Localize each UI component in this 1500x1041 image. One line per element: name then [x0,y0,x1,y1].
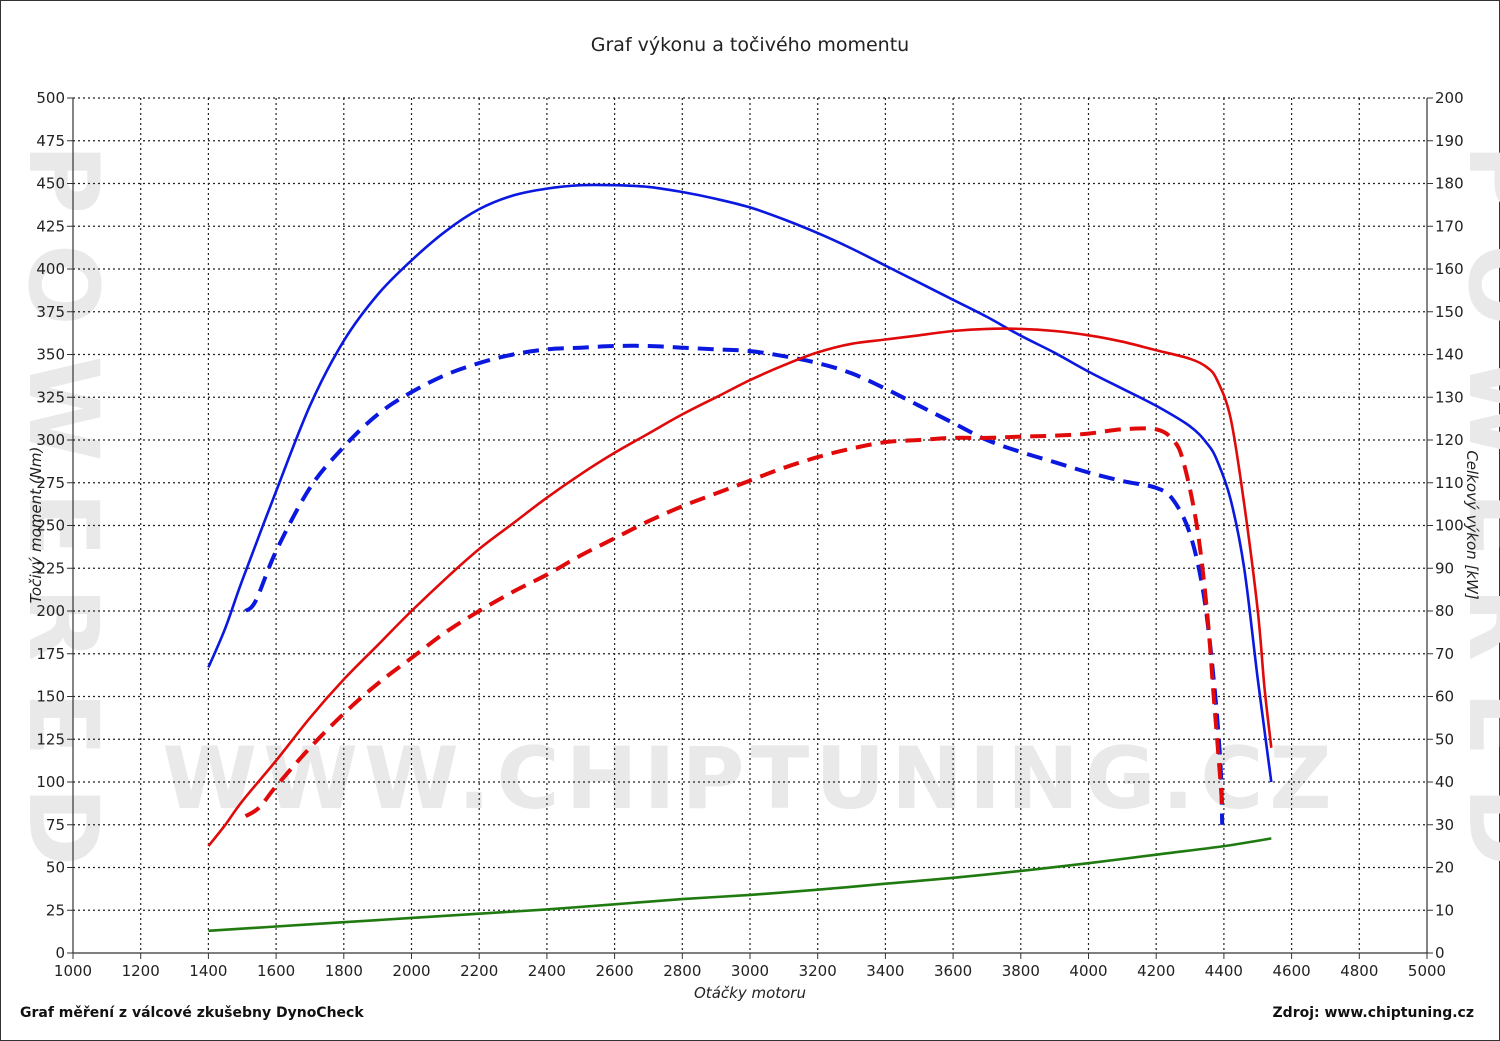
y-right-tick-label: 130 [1435,388,1464,406]
y-left-tick-label: 425 [36,217,65,235]
x-tick-label: 2400 [528,962,566,980]
series-line-3 [244,426,1225,818]
y-right-tick-label: 100 [1435,517,1464,535]
y-left-tick-label: 375 [36,303,65,321]
y-left-tick-label: 200 [36,602,65,620]
chart-title: Graf výkonu a točivého momentu [590,34,910,56]
x-tick-label: 2600 [596,962,634,980]
y-right-tick-label: 120 [1435,431,1464,449]
series-line-0 [207,183,1273,783]
y-left-tick-label: 25 [46,901,65,919]
watermark-side-left: POWERED [7,144,119,897]
x-tick-label: 2200 [460,962,498,980]
x-tick-label: 2800 [663,962,701,980]
y-right-tick-label: 180 [1435,175,1464,193]
y-right-tick-label: 20 [1435,859,1454,877]
x-tick-label: 3400 [866,962,904,980]
y-left-tick-label: 275 [36,474,65,492]
y-right-tick-label: 190 [1435,132,1464,150]
y-right-tick-label: 40 [1435,773,1454,791]
x-axis-label: Otáčky motoru [694,984,806,1002]
x-tick-label: 4400 [1205,962,1243,980]
footer-source-url: Zdroj: www.chiptuning.cz [1272,1005,1474,1021]
y-left-tick-label: 50 [46,859,65,877]
y-left-tick-label: 325 [36,388,65,406]
x-tick-label: 2000 [392,962,430,980]
y-left-tick-label: 250 [36,517,65,535]
y-right-tick-label: 50 [1435,730,1454,748]
x-tick-label: 3600 [934,962,972,980]
y-left-tick-label: 300 [36,431,65,449]
y-left-tick-label: 0 [55,944,65,962]
footer-source-note: Graf měření z válcové zkušebny DynoCheck [20,1005,364,1021]
y-right-tick-label: 60 [1435,688,1454,706]
y-right-tick-label: 140 [1435,346,1464,364]
y-left-tick-label: 350 [36,346,65,364]
tick-labels: 1000 1200 1400 1600 1800 2000 2200 2400 2600 2800… [36,89,1463,980]
y-left-tick-label: 450 [36,175,65,193]
y-left-tick-label: 150 [36,688,65,706]
x-tick-label: 4600 [1273,962,1311,980]
x-tick-label: 5000 [1408,962,1446,980]
y-right-tick-label: 170 [1435,217,1464,235]
series-line-1 [244,343,1225,825]
y-right-tick-label: 200 [1435,89,1464,107]
y-right-tick-label: 150 [1435,303,1464,321]
y-left-tick-label: 225 [36,559,65,577]
watermark-side-right: POWERED [1447,144,1500,897]
y-left-tick-label: 125 [36,730,65,748]
y-right-tick-label: 110 [1435,474,1464,492]
grid [73,97,1427,953]
x-tick-label: 4000 [1069,962,1107,980]
x-tick-label: 1800 [325,962,363,980]
y-right-tick-label: 10 [1435,901,1454,919]
y-left-tick-label: 175 [36,645,65,663]
y-right-tick-label: 90 [1435,559,1454,577]
watermark: WWW.CHIPTUNING.CZ POWERED POWERED [7,144,1500,897]
y-left-tick-label: 100 [36,773,65,791]
y-right-tick-label: 70 [1435,645,1454,663]
x-tick-label: 1200 [122,962,160,980]
y-right-tick-label: 30 [1435,816,1454,834]
x-tick-label: 3200 [799,962,837,980]
axes [67,97,1433,959]
x-tick-label: 1000 [54,962,92,980]
y-right-axis-label: Celkový výkon [kW] [1463,450,1481,600]
x-tick-label: 4200 [1137,962,1175,980]
y-right-tick-label: 160 [1435,260,1464,278]
y-left-tick-label: 75 [46,816,65,834]
series-group [207,183,1273,933]
y-right-tick-label: 0 [1435,944,1445,962]
x-tick-label: 3800 [1002,962,1040,980]
y-left-tick-label: 500 [36,89,65,107]
series-line-4 [208,837,1272,933]
series-line-2 [207,327,1273,847]
y-left-axis-label: Točivý moment (Nm) [27,446,45,604]
y-left-tick-label: 400 [36,260,65,278]
x-tick-label: 4800 [1340,962,1378,980]
x-tick-label: 1600 [257,962,295,980]
watermark-text: WWW.CHIPTUNING.CZ [162,729,1338,829]
y-right-tick-label: 80 [1435,602,1454,620]
x-tick-label: 1400 [189,962,227,980]
x-tick-label: 3000 [731,962,769,980]
y-left-tick-label: 475 [36,132,65,150]
